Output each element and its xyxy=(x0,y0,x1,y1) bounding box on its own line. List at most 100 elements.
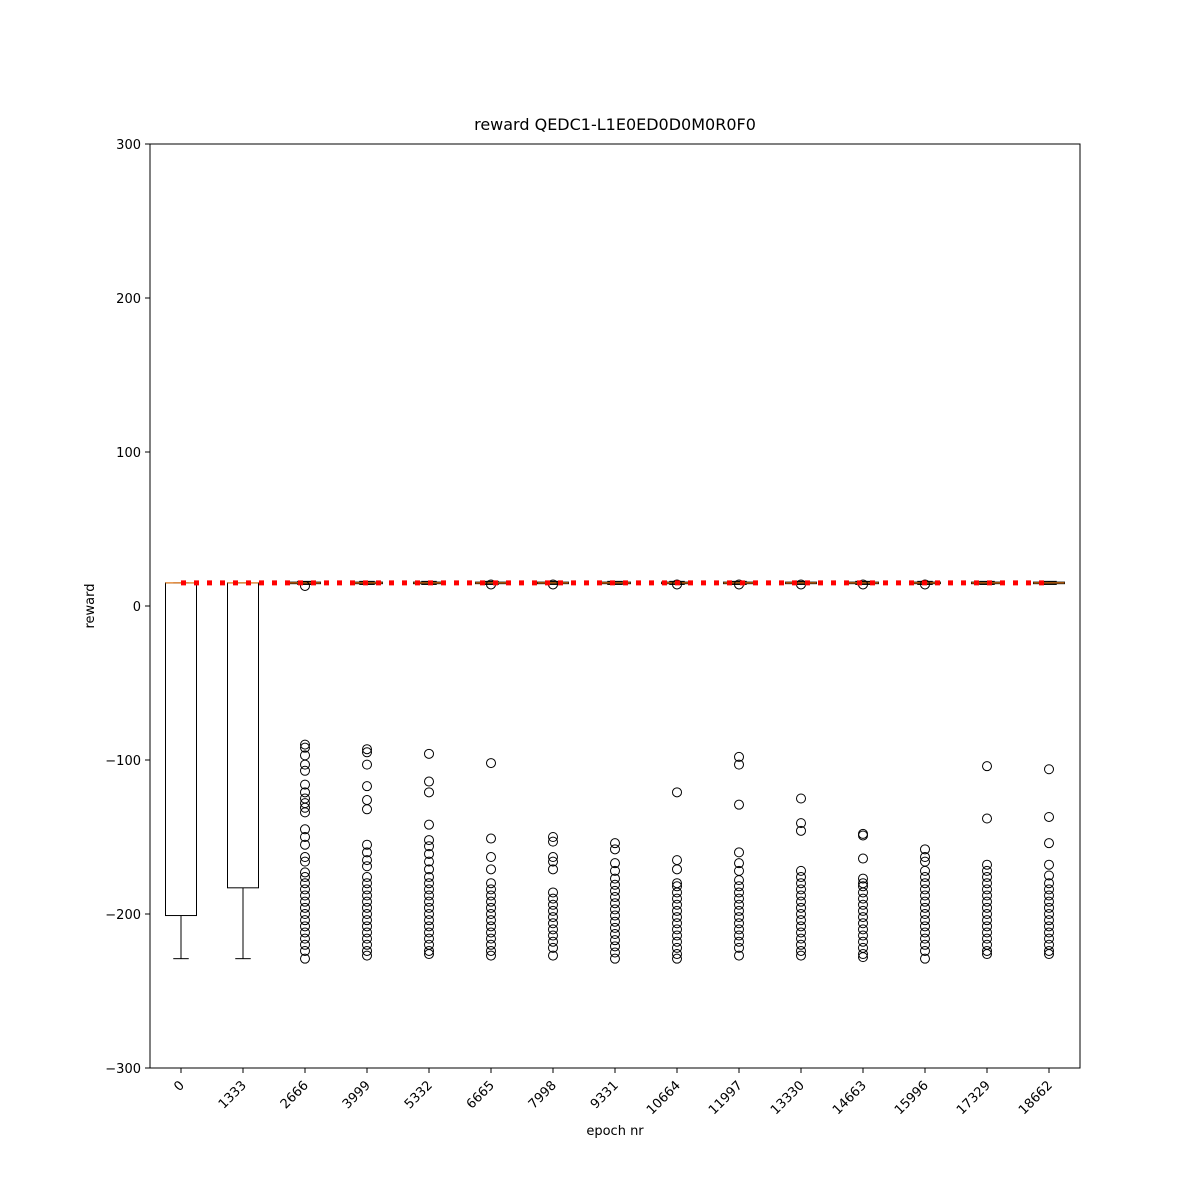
outlier xyxy=(982,933,992,944)
outlier xyxy=(920,878,930,889)
box xyxy=(165,582,197,917)
outlier xyxy=(424,915,434,926)
outlier xyxy=(362,927,372,938)
outlier xyxy=(858,912,868,923)
outlier xyxy=(424,945,434,956)
outlier xyxy=(362,804,372,815)
outlier xyxy=(362,909,372,919)
outlier xyxy=(300,902,310,913)
outlier xyxy=(858,952,868,963)
outlier xyxy=(548,852,558,863)
outlier xyxy=(796,902,806,913)
outlier xyxy=(300,896,310,907)
outlier xyxy=(486,927,496,938)
outlier xyxy=(424,878,434,889)
outlier xyxy=(424,864,434,875)
outlier xyxy=(362,915,372,926)
outlier xyxy=(1044,859,1054,870)
outlier xyxy=(672,942,682,953)
outlier xyxy=(424,748,434,759)
outlier xyxy=(362,890,372,901)
outlier xyxy=(982,878,992,889)
outlier xyxy=(982,761,992,772)
outlier xyxy=(796,921,806,932)
outlier xyxy=(734,930,744,941)
chart-title: reward QEDC1-L1E0ED0D0M0R0F0 xyxy=(474,115,756,134)
outlier xyxy=(486,758,496,769)
outlier xyxy=(300,933,310,944)
outlier xyxy=(362,921,372,932)
outlier xyxy=(734,799,744,810)
x-tick-label: 18662 xyxy=(1016,1078,1056,1118)
outlier xyxy=(424,921,434,932)
outlier xyxy=(362,747,372,758)
x-tick-label: 6665 xyxy=(464,1078,498,1112)
outlier xyxy=(362,795,372,806)
outlier xyxy=(362,933,372,944)
outlier xyxy=(424,787,434,798)
outlier xyxy=(300,779,310,790)
outlier xyxy=(1044,921,1054,932)
outlier xyxy=(486,890,496,901)
outlier xyxy=(300,832,310,842)
outlier xyxy=(796,865,806,876)
outlier xyxy=(734,893,744,904)
outlier xyxy=(424,949,434,960)
outlier xyxy=(362,884,372,895)
outlier xyxy=(1044,933,1054,944)
outlier xyxy=(486,945,496,956)
outlier xyxy=(300,945,310,956)
outlier xyxy=(610,844,620,855)
outlier xyxy=(610,953,620,964)
outlier xyxy=(1044,902,1054,913)
outlier xyxy=(610,916,620,927)
outlier xyxy=(300,953,310,964)
outlier xyxy=(362,902,372,913)
outlier xyxy=(486,878,496,889)
outlier xyxy=(734,887,744,898)
outlier xyxy=(672,930,682,941)
outlier xyxy=(300,742,310,753)
outlier xyxy=(920,884,930,895)
outlier xyxy=(982,909,992,919)
outlier xyxy=(672,864,682,875)
outlier xyxy=(486,833,496,844)
outlier xyxy=(362,759,372,770)
outlier xyxy=(362,878,372,889)
x-tick-label: 5332 xyxy=(402,1078,436,1112)
x-tick-label: 9331 xyxy=(588,1078,622,1112)
outlier xyxy=(610,873,620,884)
outlier xyxy=(610,929,620,940)
outlier xyxy=(362,872,372,883)
outlier xyxy=(1044,884,1054,895)
outlier xyxy=(300,802,310,813)
outlier xyxy=(920,921,930,932)
y-tick-label: −100 xyxy=(105,754,141,769)
outlier xyxy=(672,855,682,866)
outlier xyxy=(486,902,496,913)
outlier xyxy=(920,852,930,863)
outlier xyxy=(548,836,558,847)
outlier xyxy=(796,818,806,829)
outlier xyxy=(1044,915,1054,926)
y-tick-label: −200 xyxy=(105,908,141,923)
outlier xyxy=(300,909,310,919)
outlier xyxy=(486,950,496,961)
outlier xyxy=(672,887,682,898)
outlier xyxy=(982,884,992,895)
outlier xyxy=(548,899,558,910)
outlier xyxy=(796,825,806,836)
outlier xyxy=(672,905,682,916)
outlier xyxy=(362,950,372,961)
x-tick-label: 15996 xyxy=(892,1078,932,1118)
outlier xyxy=(300,872,310,883)
outlier xyxy=(796,793,806,804)
outlier xyxy=(796,933,806,944)
outlier xyxy=(734,751,744,762)
outlier xyxy=(362,945,372,956)
y-tick-label: 0 xyxy=(133,600,141,615)
outlier xyxy=(1044,927,1054,938)
outlier xyxy=(610,910,620,921)
outlier xyxy=(548,887,558,898)
